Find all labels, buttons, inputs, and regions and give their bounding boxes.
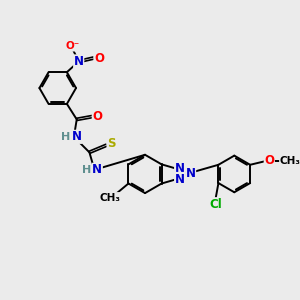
Text: O⁻: O⁻ [65,41,80,51]
Text: H: H [82,165,91,175]
Text: N: N [175,162,184,176]
Text: S: S [107,137,116,150]
Text: N: N [92,163,102,176]
Text: CH₃: CH₃ [100,193,121,202]
Text: Cl: Cl [209,198,222,211]
Text: H: H [61,132,71,142]
Text: N: N [74,55,84,68]
Text: CH₃: CH₃ [280,156,300,166]
Text: O: O [92,110,102,122]
Text: O: O [264,154,274,167]
Text: N: N [186,167,196,180]
Text: N: N [72,130,82,143]
Text: O: O [94,52,104,64]
Text: N: N [175,172,184,185]
